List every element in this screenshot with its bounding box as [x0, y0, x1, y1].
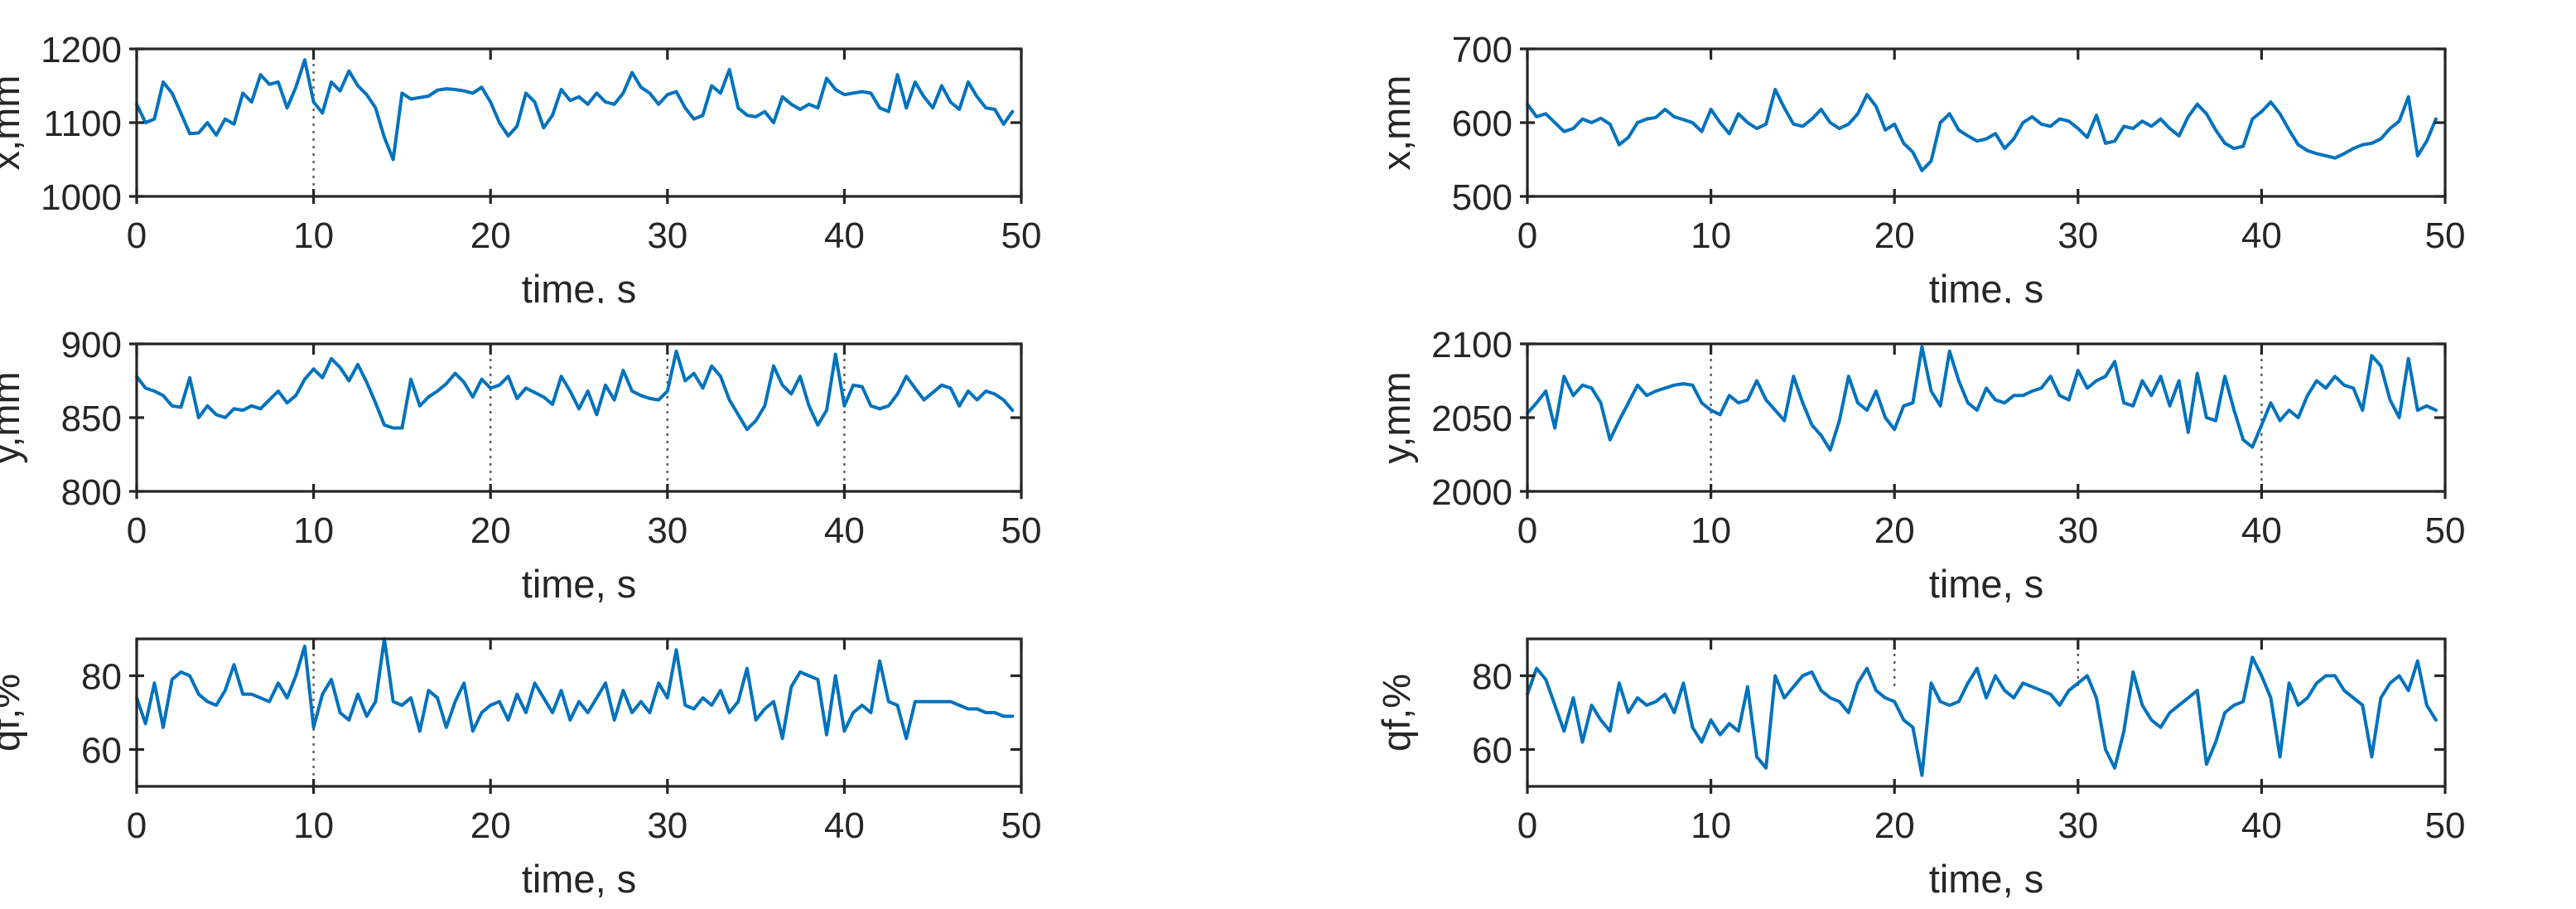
data-line [135, 349, 1015, 432]
y-tick-label: 2100 [1431, 325, 1512, 365]
axes-box [1526, 47, 2447, 198]
x-tick-label: 10 [1691, 510, 1731, 551]
panel-right-y: 0 10 20 30 40 50 2000 2050 2100 time, s y,mm [1288, 303, 2576, 607]
x-tick-label: 20 [470, 215, 511, 256]
y-tick-label: 700 [1452, 30, 1512, 70]
x-tick-label: 10 [293, 510, 334, 551]
x-tick-label: 10 [293, 215, 334, 256]
y-axis-label: y,mm [1374, 371, 1418, 463]
x-tick-label: 30 [2057, 215, 2098, 256]
x-tick-label: 40 [2241, 215, 2282, 256]
axes-box [135, 47, 1023, 198]
chart-canvas: 0 10 20 30 40 50 800 850 900 time, s y,mm [0, 325, 1042, 606]
x-axis-label: time, s [1929, 857, 2043, 901]
y-axis-label: qf,% [1374, 674, 1418, 752]
x-tick-label: 30 [647, 215, 687, 256]
y-axis-label: qf,% [0, 674, 27, 752]
x-tick-label: 40 [2241, 805, 2282, 846]
x-tick-label: 30 [647, 805, 687, 846]
y-tick-label: 1100 [43, 104, 122, 144]
x-tick-label: 40 [2241, 510, 2282, 551]
panel-right-qf: 0 10 20 30 40 50 60 80 time, s qf,% [1288, 606, 2576, 909]
x-tick-label: 50 [1001, 805, 1042, 846]
y-tick-label: 60 [1472, 731, 1512, 771]
y-axis-label: y,mm [0, 371, 27, 463]
chart-canvas: 0 10 20 30 40 50 1000 1100 1200 time, s x,mm [0, 30, 1042, 303]
y-tick-label: 80 [1472, 657, 1512, 698]
x-tick-label: 40 [824, 510, 865, 551]
x-tick-label: 20 [1874, 805, 1915, 846]
x-tick-label: 0 [127, 805, 147, 846]
data-line [135, 58, 1015, 162]
x-tick-label: 10 [1691, 805, 1731, 846]
y-tick-label: 60 [81, 731, 122, 771]
chart-canvas: 0 10 20 30 40 50 60 80 time, s qf,% [1374, 637, 2466, 901]
data-line [135, 637, 1015, 741]
x-tick-label: 50 [2425, 805, 2466, 846]
x-tick-label: 0 [1517, 510, 1537, 551]
x-tick-label: 0 [127, 510, 147, 551]
y-tick-label: 1000 [41, 177, 122, 218]
data-line [1526, 88, 2438, 172]
axes-box [135, 637, 1023, 788]
y-tick-label: 800 [61, 472, 122, 513]
x-axis-label: time, s [522, 562, 636, 606]
y-tick-label: 850 [61, 399, 122, 439]
panel-left-qf: 0 10 20 30 40 50 60 80 time, s qf,% [0, 606, 1288, 909]
data-line [1526, 655, 2438, 777]
y-tick-label: 500 [1452, 177, 1512, 218]
axes-box [135, 342, 1023, 493]
x-axis-label: time, s [1929, 562, 2043, 606]
x-tick-label: 10 [293, 805, 334, 846]
x-tick-label: 20 [1874, 510, 1915, 551]
x-tick-label: 50 [2425, 510, 2466, 551]
y-tick-label: 2050 [1431, 399, 1512, 439]
panel-left-x: 0 10 20 30 40 50 1000 1100 1200 time, s x,mm [0, 0, 1288, 303]
chart-canvas: 0 10 20 30 40 50 60 80 time, s qf,% [0, 637, 1042, 901]
y-tick-label: 80 [81, 657, 122, 698]
x-tick-label: 50 [1001, 510, 1042, 551]
y-tick-label: 2000 [1431, 472, 1512, 513]
x-tick-label: 30 [2057, 805, 2098, 846]
axes-box [1526, 342, 2447, 493]
x-tick-label: 30 [2057, 510, 2098, 551]
y-axis-label: x,mm [0, 75, 27, 171]
x-tick-label: 40 [824, 215, 865, 256]
x-tick-label: 20 [470, 805, 511, 846]
x-axis-label: time, s [522, 267, 636, 303]
y-tick-label: 900 [61, 325, 122, 365]
x-tick-label: 0 [127, 215, 147, 256]
x-tick-label: 0 [1517, 215, 1537, 256]
x-tick-label: 30 [647, 510, 687, 551]
y-tick-label: 600 [1452, 104, 1512, 144]
panel-right-x: 0 10 20 30 40 50 500 600 700 time, s x,mm [1288, 0, 2576, 303]
data-line [1526, 345, 2438, 452]
x-tick-label: 20 [470, 510, 511, 551]
x-tick-label: 40 [824, 805, 865, 846]
x-tick-label: 50 [1001, 215, 1042, 256]
y-axis-label: x,mm [1374, 75, 1418, 171]
x-axis-label: time, s [522, 857, 636, 901]
x-tick-label: 50 [2425, 215, 2466, 256]
panel-left-y: 0 10 20 30 40 50 800 850 900 time, s y,mm [0, 303, 1288, 607]
x-tick-label: 20 [1874, 215, 1915, 256]
chart-canvas: 0 10 20 30 40 50 2000 2050 2100 time, s y,mm [1374, 325, 2466, 606]
chart-canvas: 0 10 20 30 40 50 500 600 700 time, s x,mm [1374, 30, 2466, 303]
y-tick-label: 1200 [41, 30, 122, 70]
x-tick-label: 10 [1691, 215, 1731, 256]
x-axis-label: time, s [1929, 267, 2043, 303]
axes-box [1526, 637, 2447, 788]
x-tick-label: 0 [1517, 805, 1537, 846]
